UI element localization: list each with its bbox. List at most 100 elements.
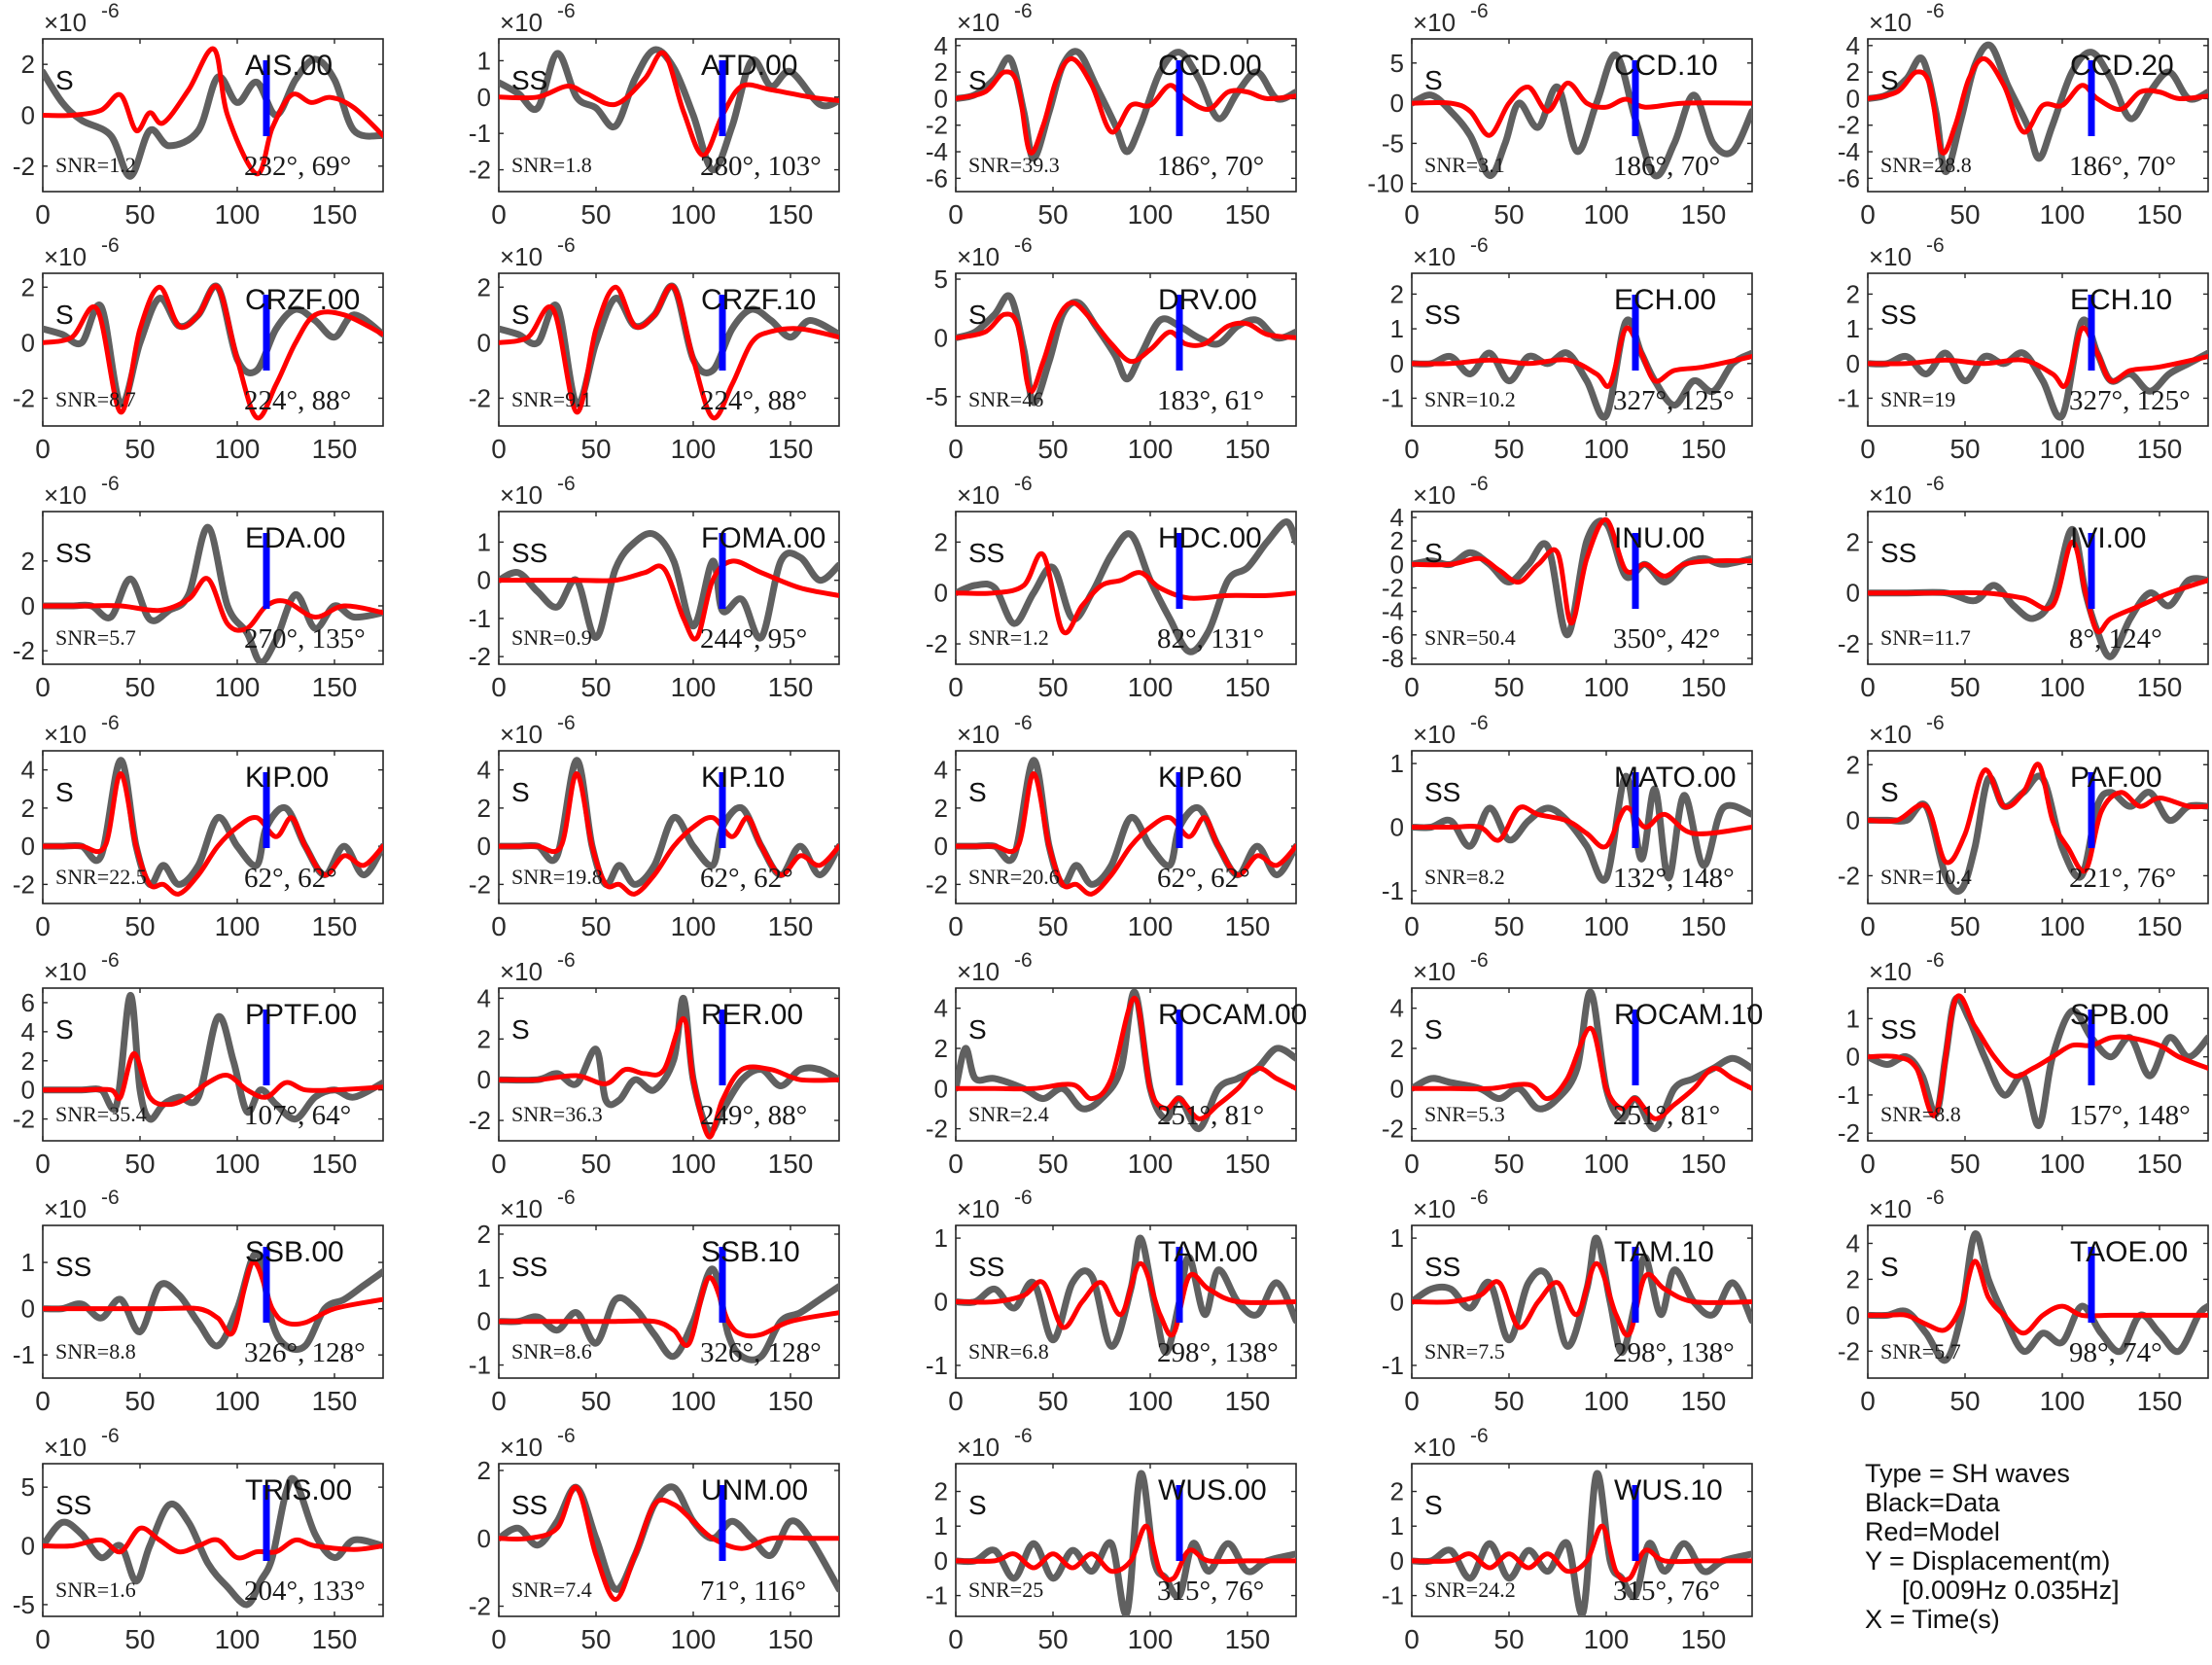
x-tick-label: 150	[1225, 1624, 1271, 1654]
snr-label: SNR=25	[968, 1577, 1043, 1602]
angles-label: 326°, 128°	[244, 1337, 366, 1368]
x-tick-label: 100	[2040, 1386, 2086, 1416]
x-tick-label: 0	[491, 672, 507, 702]
y-tick-label: 4	[1846, 31, 1860, 60]
y-tick-label: 2	[934, 794, 948, 823]
x-tick-label: 0	[35, 1149, 51, 1179]
x-tick-label: 0	[948, 199, 964, 230]
y-tick-label: -2	[13, 383, 35, 412]
traces	[1868, 762, 2208, 895]
y-tick-label: 0	[477, 83, 491, 112]
y-tick-label: 2	[477, 1024, 491, 1053]
x-tick-label: 150	[1225, 434, 1271, 464]
x-tick-label: 50	[124, 1624, 155, 1654]
y-tick-label: 2	[21, 272, 35, 301]
model-trace	[956, 771, 1296, 897]
exponent-power: -6	[557, 1187, 576, 1209]
x-tick-label: 150	[768, 434, 814, 464]
snr-label: SNR=1.6	[55, 1577, 136, 1602]
y-tick-label: 1	[477, 46, 491, 75]
x-tick-label: 50	[1493, 1386, 1524, 1416]
traces	[1412, 517, 1752, 639]
x-tick-label: 50	[124, 911, 155, 941]
y-tick-label: 0	[1390, 349, 1404, 378]
y-tick-label: 0	[21, 328, 35, 357]
y-tick-label: -2	[13, 636, 35, 665]
station-label: SSB.10	[701, 1236, 800, 1268]
x-tick-label: 50	[1493, 199, 1524, 230]
traces	[43, 1249, 383, 1354]
exponent-label: ×10	[1869, 480, 1912, 510]
station-label: KIP.10	[701, 762, 785, 794]
snr-label: SNR=8.7	[55, 387, 136, 411]
axes-box	[955, 750, 1297, 904]
x-tick-label: 150	[1681, 434, 1727, 464]
data-trace	[1868, 316, 2208, 421]
y-tick-label: 1	[1390, 1223, 1404, 1253]
phase-label: S	[968, 1490, 987, 1520]
snr-label: SNR=1.2	[968, 625, 1049, 650]
traces	[499, 530, 839, 642]
model-trace	[1868, 55, 2208, 156]
x-tick-label: 0	[1860, 1149, 1876, 1179]
exponent-power: -6	[1926, 473, 1945, 495]
x-tick-label: 150	[2137, 199, 2183, 230]
x-tick-label: 150	[1681, 672, 1727, 702]
x-tick-label: 150	[2137, 911, 2183, 941]
exponent-power: -6	[1470, 1425, 1489, 1447]
x-tick-label: 150	[2137, 1386, 2183, 1416]
station-label: TAOE.00	[2070, 1236, 2188, 1268]
phase-label: S	[968, 300, 987, 330]
y-tick-label: 0	[1846, 1043, 1860, 1072]
x-tick-label: 0	[491, 1624, 507, 1654]
model-trace	[1868, 762, 2208, 874]
legend-model: Red=Model	[1865, 1517, 2000, 1546]
exponent-label: ×10	[1869, 957, 1912, 986]
x-tick-label: 100	[1128, 434, 1174, 464]
y-tick-label: 2	[934, 1477, 948, 1506]
x-tick-label: 0	[948, 911, 964, 941]
x-tick-label: 100	[215, 199, 261, 230]
x-tick-label: 50	[580, 1149, 611, 1179]
axes-box	[955, 511, 1297, 665]
angles-label: 298°, 138°	[1157, 1337, 1279, 1368]
exponent-power: -6	[1014, 1187, 1033, 1209]
station-label: SSB.00	[245, 1236, 344, 1268]
y-tick-label: -2	[469, 1592, 491, 1621]
y-tick-label: 2	[1846, 527, 1860, 556]
y-tick-label: 0	[934, 579, 948, 608]
y-tick-label: -8	[1382, 644, 1404, 673]
y-tick-label: -2	[469, 869, 491, 899]
exponent-power: -6	[1470, 0, 1489, 22]
x-tick-label: 150	[1225, 1386, 1271, 1416]
x-tick-label: 50	[580, 434, 611, 464]
x-tick-label: 0	[1404, 1149, 1420, 1179]
x-tick-label: 100	[215, 911, 261, 941]
axes-box	[42, 511, 384, 665]
exponent-power: -6	[1470, 234, 1489, 257]
exponent-label: ×10	[44, 1433, 87, 1462]
phase-label: S	[1880, 65, 1899, 95]
y-tick-label: -1	[469, 119, 491, 148]
x-tick-label: 150	[2137, 672, 2183, 702]
y-tick-label: 0	[1390, 89, 1404, 118]
x-tick-label: 50	[1949, 199, 1980, 230]
y-tick-label: 4	[1390, 503, 1404, 532]
model-trace	[499, 1484, 839, 1603]
x-tick-label: 100	[671, 434, 717, 464]
y-tick-label: 4	[21, 756, 35, 785]
y-tick-label: 0	[934, 832, 948, 861]
exponent-label: ×10	[957, 242, 1000, 271]
axes-box	[955, 272, 1297, 427]
exponent-label: ×10	[1869, 8, 1912, 37]
x-tick-label: 50	[1037, 434, 1068, 464]
y-tick-label: -6	[1838, 163, 1860, 193]
exponent-label: ×10	[1869, 242, 1912, 271]
exponent-power: -6	[1014, 712, 1033, 734]
y-tick-label: 0	[1846, 349, 1860, 378]
x-tick-label: 100	[2040, 434, 2086, 464]
angles-label: 327°, 125°	[1613, 385, 1735, 416]
y-tick-label: 2	[477, 1456, 491, 1485]
